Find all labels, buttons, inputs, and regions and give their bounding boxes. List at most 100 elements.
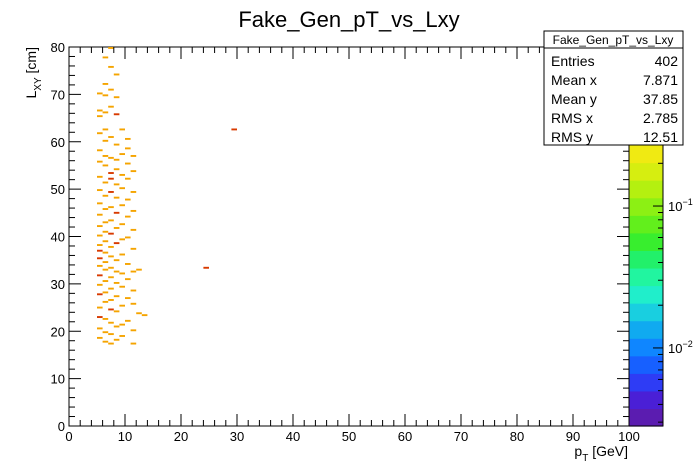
heatmap-cell-26 xyxy=(130,155,137,157)
heatmap-cell-27 xyxy=(108,156,114,159)
heatmap-cell-76 xyxy=(97,257,103,260)
heatmap-cell-113 xyxy=(108,321,114,324)
heatmap-cell-125 xyxy=(130,342,137,345)
heatmap-cell-91 xyxy=(102,280,109,282)
heatmap-cell-115 xyxy=(113,325,120,328)
heatmap-cell-50 xyxy=(108,206,114,209)
heatmap-cell-4 xyxy=(102,83,109,85)
heatmap-cell-68 xyxy=(113,242,120,245)
heatmap-cell-13 xyxy=(97,115,103,118)
heatmap-cell-55 xyxy=(125,215,131,218)
y-tick-label-8: 80 xyxy=(51,40,65,55)
heatmap-cell-108 xyxy=(136,312,142,315)
heatmap-cell-61 xyxy=(130,228,137,231)
y-tick-label-4: 40 xyxy=(51,230,65,245)
heatmap-cell-0 xyxy=(108,47,114,49)
heatmap-cell-90 xyxy=(125,278,131,281)
heatmap-cell-42 xyxy=(97,189,103,192)
heatmap-cell-92 xyxy=(113,281,120,284)
heatmap-cell-17 xyxy=(97,132,103,135)
plot-area xyxy=(68,46,630,427)
heatmap-cell-58 xyxy=(119,223,125,226)
x-tick-label-8: 80 xyxy=(510,429,524,444)
heatmap-cell-97 xyxy=(102,291,109,294)
heatmap-cell-64 xyxy=(97,234,103,237)
heatmap-cell-44 xyxy=(130,191,137,193)
heatmap-cell-57 xyxy=(102,221,109,224)
heatmap-cell-1 xyxy=(102,56,109,59)
heatmap-cell-81 xyxy=(108,266,114,269)
heatmap-cell-32 xyxy=(113,168,120,171)
x-tick-label-4: 40 xyxy=(286,429,300,444)
heatmap-cell-83 xyxy=(203,266,209,269)
heatmap-cell-79 xyxy=(125,263,131,265)
x-tick-label-1: 10 xyxy=(118,429,132,444)
heatmap-cell-103 xyxy=(130,302,137,305)
heatmap-cell-112 xyxy=(125,319,131,322)
color-palette xyxy=(628,144,664,427)
stats-box-frame xyxy=(543,30,684,146)
heatmap-cell-31 xyxy=(102,164,109,167)
heatmap-cell-86 xyxy=(130,270,137,273)
heatmap-cell-100 xyxy=(125,297,131,300)
palette-band-14 xyxy=(629,162,663,181)
heatmap-cell-16 xyxy=(231,128,237,131)
y-axis-title: LXY [cm] xyxy=(23,47,44,98)
heatmap-cells xyxy=(97,47,237,345)
stats-box: Fake_Gen_pT_vs_Lxy Entries 402 Mean x 7.871… xyxy=(543,30,684,146)
heatmap-cell-88 xyxy=(97,274,103,277)
y-axis: 0 10 20 30 40 50 60 70 80 xyxy=(51,40,629,434)
palette-band-0 xyxy=(629,408,663,427)
heatmap-cell-85 xyxy=(113,270,120,273)
stats-label-0: Entries xyxy=(551,53,595,69)
stats-label-3: RMS x xyxy=(551,110,593,126)
stats-label-4: RMS y xyxy=(551,129,593,145)
palette-band-6 xyxy=(629,303,663,322)
x-tick-label-2: 20 xyxy=(174,429,188,444)
heatmap-cell-29 xyxy=(97,160,103,163)
palette-band-4 xyxy=(629,338,663,357)
z-tick-label-0: 10−2 xyxy=(668,339,693,356)
heatmap-cell-40 xyxy=(113,183,120,186)
heatmap-cell-70 xyxy=(108,245,114,248)
palette-band-13 xyxy=(629,180,663,199)
heatmap-cell-116 xyxy=(97,327,103,330)
heatmap-cell-89 xyxy=(108,276,114,279)
heatmap-cell-69 xyxy=(97,244,103,246)
heatmap-cell-119 xyxy=(108,333,114,336)
y-tick-label-6: 60 xyxy=(51,135,65,150)
stats-box-title: Fake_Gen_pT_vs_Lxy xyxy=(553,33,674,47)
heatmap-cell-47 xyxy=(125,198,131,201)
heatmap-cell-84 xyxy=(102,268,109,271)
heatmap-cell-52 xyxy=(130,209,137,212)
palette-band-10 xyxy=(629,232,663,251)
heatmap-cell-107 xyxy=(113,310,120,313)
heatmap-cell-22 xyxy=(125,147,131,150)
stats-rows: Entries 402 Mean x 7.871 Mean y 37.85 RMS x 2.7… xyxy=(551,53,678,145)
heatmap-cell-77 xyxy=(113,259,120,262)
heatmap-cell-99 xyxy=(113,295,120,298)
x-tick-label-0: 0 xyxy=(65,429,72,444)
chart-title: Fake_Gen_pT_vs_Lxy xyxy=(238,7,459,32)
heatmap-cell-34 xyxy=(108,172,114,174)
stats-value-3: 2.785 xyxy=(643,110,678,126)
x-tick-label-5: 50 xyxy=(342,429,356,444)
heatmap-cell-48 xyxy=(97,202,103,205)
heatmap-cell-14 xyxy=(102,128,109,131)
y-tick-label-3: 30 xyxy=(51,277,65,292)
heatmap-cell-11 xyxy=(102,111,109,114)
heatmap-cell-102 xyxy=(102,300,109,303)
heatmap-cell-3 xyxy=(113,73,120,76)
heatmap-cell-60 xyxy=(113,227,120,229)
x-tick-label-3: 30 xyxy=(230,429,244,444)
stats-value-2: 37.85 xyxy=(643,91,678,107)
heatmap-cell-111 xyxy=(102,317,109,320)
heatmap-cell-33 xyxy=(130,170,137,173)
heatmap-cell-30 xyxy=(125,162,131,165)
stats-value-0: 402 xyxy=(655,53,679,69)
heatmap-cell-110 xyxy=(97,316,103,318)
heatmap-cell-95 xyxy=(108,287,114,290)
heatmap-cell-5 xyxy=(108,88,114,91)
x-tick-label-9: 90 xyxy=(566,429,580,444)
palette-band-1 xyxy=(629,390,663,410)
